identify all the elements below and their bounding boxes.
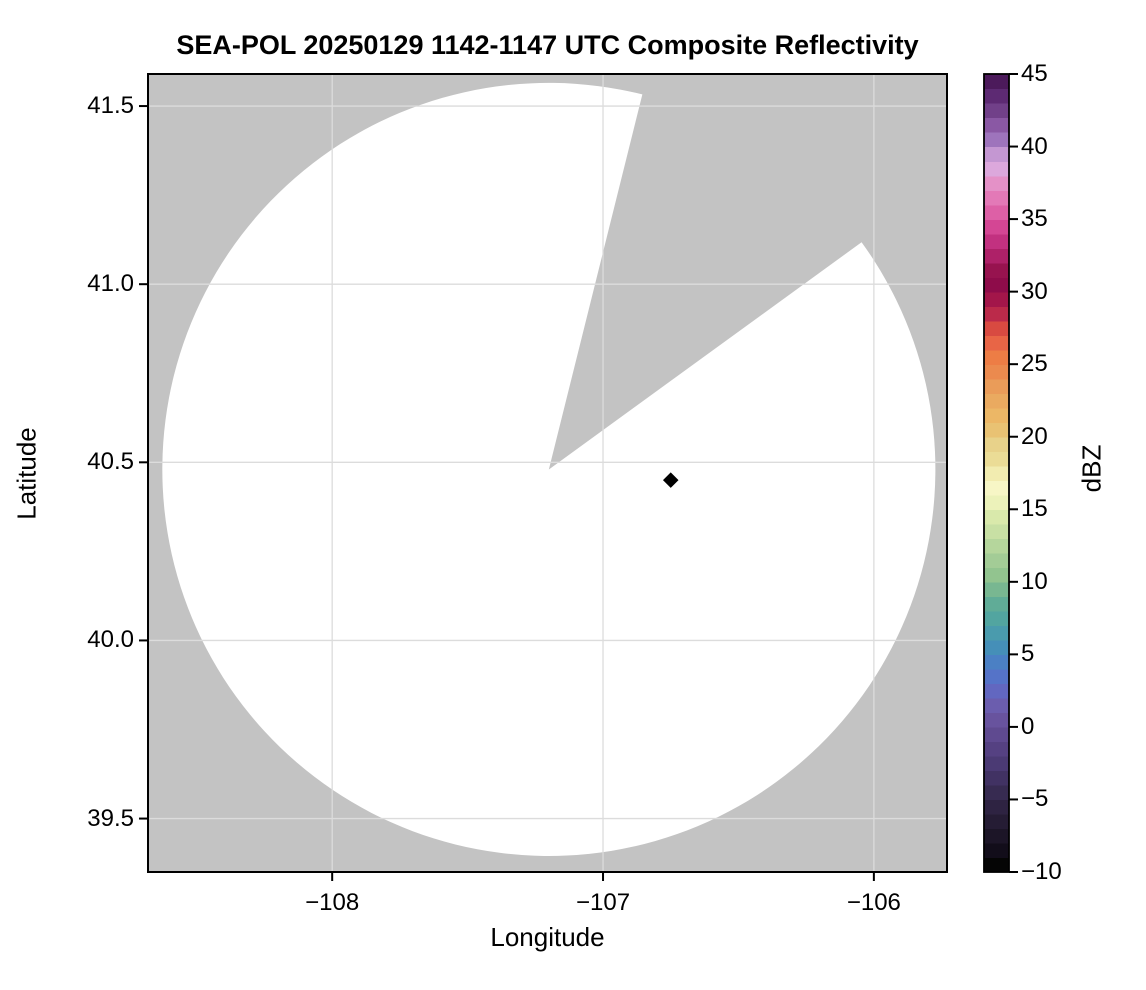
colorbar-band xyxy=(984,770,1009,786)
colorbar-band xyxy=(984,480,1009,496)
colorbar-band xyxy=(984,610,1009,627)
colorbar-tick-label: −10 xyxy=(1021,858,1062,885)
colorbar-band xyxy=(984,74,1009,90)
x-tick-label: −107 xyxy=(575,889,631,916)
colorbar-band xyxy=(984,335,1009,351)
colorbar-band xyxy=(984,422,1009,438)
colorbar-band xyxy=(984,277,1009,293)
colorbar-band xyxy=(984,697,1009,714)
colorbar-band xyxy=(984,712,1009,728)
colorbar-band xyxy=(984,741,1009,757)
colorbar-tick-label: 25 xyxy=(1021,350,1048,378)
colorbar-band xyxy=(984,842,1009,859)
chart-title: SEA-POL 20250129 1142-1147 UTC Composite… xyxy=(176,30,919,60)
colorbar-band xyxy=(984,146,1009,162)
colorbar-band xyxy=(984,117,1009,133)
colorbar-tick-label: 20 xyxy=(1021,422,1048,450)
colorbar-tick-label: −5 xyxy=(1021,785,1049,813)
colorbar-band xyxy=(984,683,1009,699)
colorbar-band xyxy=(984,784,1009,801)
colorbar-band xyxy=(984,190,1009,206)
colorbar-band xyxy=(984,538,1009,554)
colorbar-band xyxy=(984,393,1009,409)
colorbar-tick-label: 45 xyxy=(1021,60,1048,87)
colorbar-tick-label: 40 xyxy=(1021,132,1048,160)
colorbar-band xyxy=(984,407,1009,423)
colorbar-band xyxy=(984,639,1009,656)
x-axis-label: Longitude xyxy=(490,922,605,952)
colorbar-band xyxy=(984,320,1009,336)
colorbar-band xyxy=(984,509,1009,525)
colorbar-band xyxy=(984,755,1009,772)
colorbar-tick-label: 5 xyxy=(1021,640,1035,668)
colorbar-band xyxy=(984,625,1009,641)
colorbar-band xyxy=(984,378,1009,394)
axes-frame xyxy=(147,73,948,873)
colorbar-band xyxy=(984,306,1009,322)
y-tick-label: 41.5 xyxy=(87,92,134,120)
colorbar-band xyxy=(984,132,1009,148)
colorbar-tick-label: 15 xyxy=(1021,495,1048,523)
colorbar-band xyxy=(984,248,1009,264)
radar-coverage-area xyxy=(162,82,936,856)
colorbar-band xyxy=(984,668,1009,685)
colorbar-tick-label: 30 xyxy=(1021,277,1048,305)
colorbar-tick-label: 0 xyxy=(1021,712,1035,740)
colorbar-band xyxy=(984,451,1009,467)
colorbar-band xyxy=(984,654,1009,670)
colorbar-band xyxy=(984,364,1009,380)
colorbar-band xyxy=(984,523,1009,539)
colorbar-band xyxy=(984,233,1009,249)
colorbar-frame xyxy=(983,73,1010,873)
colorbar-band xyxy=(984,262,1009,278)
colorbar-tick-label: 35 xyxy=(1021,205,1048,233)
colorbar-band xyxy=(984,349,1009,365)
colorbar-band xyxy=(984,291,1009,307)
colorbar-tick-label: 10 xyxy=(1021,567,1048,595)
colorbar-band xyxy=(984,103,1009,119)
colorbar-band xyxy=(984,88,1009,104)
colorbar-band xyxy=(984,813,1009,830)
colorbar-band xyxy=(984,465,1009,481)
y-tick-label: 40.5 xyxy=(87,448,134,476)
y-axis-label: Latitude xyxy=(11,427,42,520)
colorbar-band xyxy=(984,726,1009,743)
x-tick-label: −106 xyxy=(846,889,901,916)
colorbar-band xyxy=(984,581,1009,598)
y-tick-label: 41.0 xyxy=(87,270,134,298)
colorbar-band xyxy=(984,828,1009,844)
colorbar-band xyxy=(984,175,1009,191)
colorbar-band xyxy=(984,436,1009,452)
colorbar-band xyxy=(984,161,1009,177)
x-tick-label: −108 xyxy=(305,889,360,916)
colorbar-band xyxy=(984,799,1009,815)
colorbar-label: dBZ xyxy=(1076,444,1107,493)
colorbar-band xyxy=(984,552,1009,569)
y-tick-label: 40.0 xyxy=(87,626,134,654)
colorbar-band xyxy=(984,494,1009,510)
colorbar-band xyxy=(984,567,1009,583)
colorbar-band xyxy=(984,596,1009,612)
y-tick-label: 39.5 xyxy=(87,804,134,832)
colorbar-band xyxy=(984,204,1009,220)
colorbar-band xyxy=(984,219,1009,235)
colorbar-band xyxy=(984,857,1009,873)
